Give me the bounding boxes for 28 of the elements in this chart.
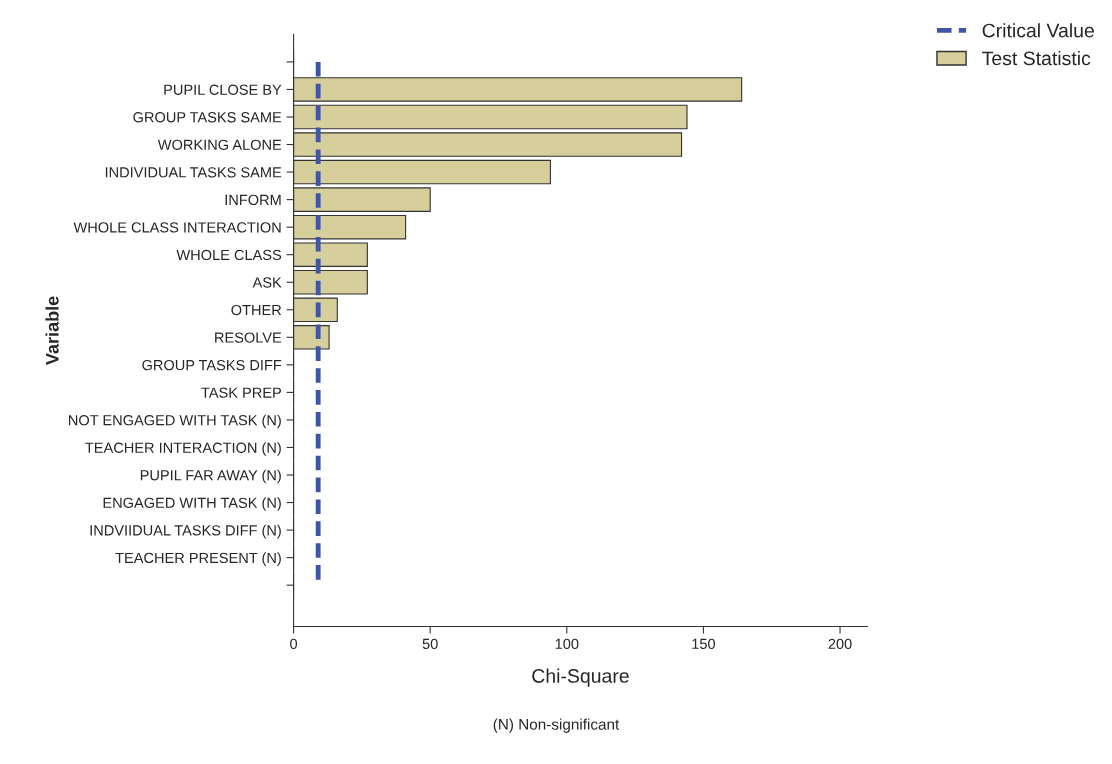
y-tick-label: INDIVIDUAL TASKS SAME: [105, 167, 282, 178]
y-tick-label: PUPIL CLOSE BY: [164, 84, 282, 95]
legend-label: Critical Value: [982, 23, 1094, 38]
x-tick-label: 0: [290, 638, 298, 649]
y-tick-label: INDVIIDUAL TASKS DIFF (N): [90, 524, 281, 539]
x-tick-label: 100: [555, 638, 579, 649]
y-tick-label: NOT ENGAGED WITH TASK (N): [69, 414, 281, 429]
y-tick-label: INFORM: [225, 194, 281, 206]
y-tick-label: WHOLE CLASS INTERACTION: [73, 222, 281, 233]
y-tick-label: WORKING ALONE: [157, 139, 282, 150]
y-tick-label: GROUP TASKS DIFF: [142, 359, 282, 371]
x-tick-label: 150: [692, 638, 716, 649]
y-tick-label: ASK: [252, 277, 282, 288]
y-tick-label: RESOLVE: [215, 332, 282, 343]
y-axis-title: Variable: [45, 296, 59, 365]
x-tick-label: 50: [422, 638, 438, 649]
y-tick-label: OTHER: [231, 304, 282, 316]
y-tick-label: TEACHER INTERACTION (N): [85, 442, 281, 456]
y-tick-label: ENGAGED WITH TASK (N): [103, 497, 281, 511]
y-tick-label: PUPIL FAR AWAY (N): [140, 469, 281, 484]
x-axis-title: Chi-Square: [532, 668, 629, 687]
text: (N) Non-significant: [493, 718, 620, 733]
legend-label: Test Statistic: [982, 50, 1091, 66]
y-tick-label: WHOLE CLASS: [176, 249, 282, 261]
y-tick-label: TASK PREP: [201, 387, 281, 398]
x-tick-label: 200: [828, 638, 852, 649]
y-tick-label: GROUP TASKS SAME: [133, 112, 282, 123]
y-tick-label: TEACHER PRESENT (N): [115, 552, 281, 566]
